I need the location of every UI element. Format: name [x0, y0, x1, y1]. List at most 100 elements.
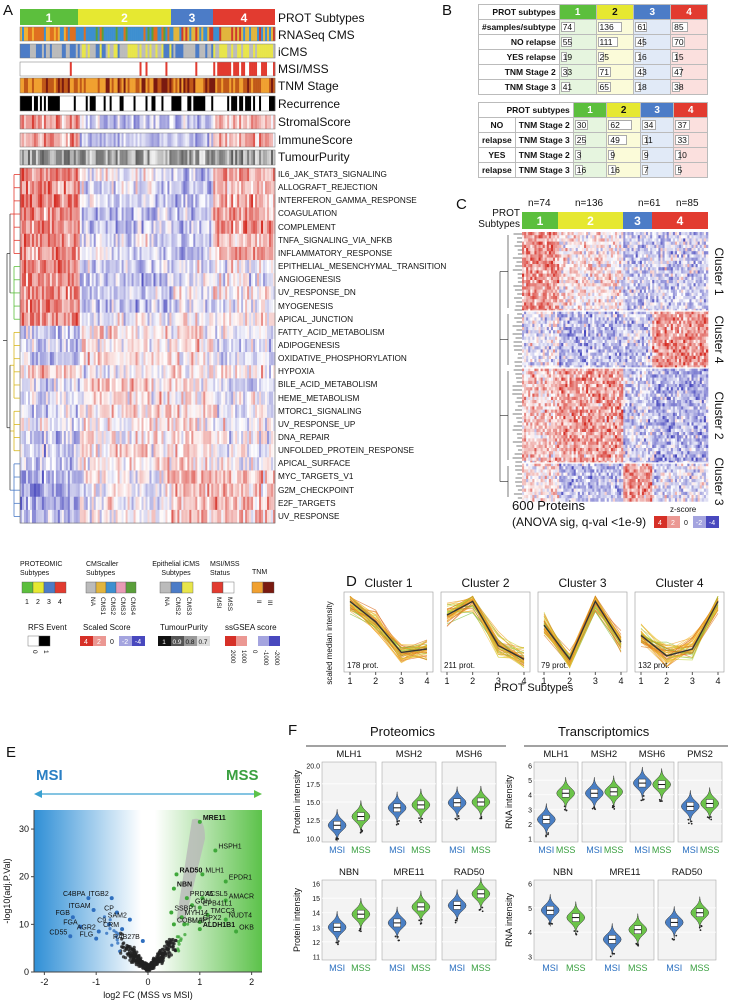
strip-cell: [247, 133, 250, 147]
strip-cell: [267, 78, 270, 93]
table-subtype-header: 3: [639, 102, 675, 118]
heatmap-cell: [207, 207, 210, 221]
strip-cell: [81, 27, 85, 41]
heatmap-cell: [687, 232, 690, 236]
heatmap-cell: [121, 168, 124, 182]
heatmap-cell: [83, 312, 87, 327]
heatmap-cell: [269, 417, 272, 432]
heatmap-cell: [522, 235, 525, 239]
strip-cell: [115, 27, 118, 41]
strip-cell: [263, 44, 266, 58]
heatmap-cell: [205, 260, 208, 274]
heatmap-cell: [155, 273, 158, 287]
heatmap-cell: [47, 181, 51, 195]
heatmap-cell: [97, 496, 100, 511]
heatmap-cell: [641, 232, 645, 236]
heatmap-cell: [95, 338, 98, 353]
table-value-bar: [641, 120, 656, 130]
heatmap-cell: [211, 404, 214, 419]
strip-cell: [233, 44, 236, 58]
heatmap-cell: [165, 168, 168, 182]
heatmap-cell: [257, 457, 260, 471]
heatmap-cell: [205, 246, 208, 261]
strip-cell: [201, 78, 204, 93]
heatmap-cell: [169, 286, 172, 300]
heatmap-cell: [67, 299, 71, 313]
table-cell: 49: [606, 132, 641, 148]
heatmap-cell: [115, 246, 118, 261]
heatmap-cell: [223, 286, 226, 300]
strip-cell: [129, 96, 132, 111]
heatmap-cell: [115, 431, 118, 445]
heatmap-cell: [227, 273, 230, 287]
heatmap-cell: [227, 233, 230, 248]
heatmap-cell: [201, 168, 204, 182]
heatmap-cell: [147, 286, 150, 300]
pathway-label: APICAL_SURFACE: [278, 459, 351, 469]
strip-cell: [165, 150, 168, 165]
heatmap-cell: [129, 299, 132, 313]
heatmap-cell: [75, 273, 79, 287]
subtype-bar-segment: [213, 9, 275, 25]
legend-proteomic-tick: 1: [25, 599, 29, 606]
strip-cell: [223, 44, 226, 58]
heatmap-cell: [75, 233, 79, 248]
heatmap-cell: [57, 325, 61, 340]
legend-proteomic-tick: 3: [47, 599, 51, 606]
heatmap-cell: [169, 404, 172, 419]
heatmap-cell: [173, 338, 176, 353]
heatmap-cell: [203, 444, 206, 458]
heatmap-cell: [255, 352, 258, 366]
heatmap-cell: [137, 286, 140, 300]
strip-cell: [63, 78, 67, 93]
heatmap-cell: [89, 509, 93, 524]
strip-cell: [85, 133, 89, 147]
heatmap-cell: [251, 470, 254, 484]
heatmap-cell: [27, 181, 31, 195]
strip-cell: [125, 115, 128, 129]
heatmap-cell: [257, 431, 260, 445]
heatmap-cell: [129, 246, 132, 261]
heatmap-cell: [263, 404, 266, 419]
heatmap-cell: [199, 181, 202, 195]
strip-cell: [217, 44, 220, 58]
heatmap-cell: [29, 417, 33, 432]
heatmap-cell: [45, 404, 49, 419]
heatmap-cell: [123, 444, 126, 458]
heatmap-cell: [679, 232, 682, 236]
strip-cell: [225, 133, 228, 147]
heatmap-cell: [79, 417, 83, 432]
heatmap-cell: [21, 246, 25, 261]
strip-cell: [181, 62, 184, 76]
heatmap-cell: [267, 338, 270, 353]
heatmap-cell: [167, 299, 170, 313]
strip-cell: [213, 133, 216, 147]
heatmap-cell: [546, 235, 550, 239]
heatmap-cell: [29, 260, 33, 274]
strip-cell: [239, 27, 242, 41]
table-value: 111: [599, 37, 613, 47]
heatmap-cell: [169, 483, 172, 498]
heatmap-cell: [43, 181, 47, 195]
heatmap-cell: [249, 325, 252, 340]
heatmap-cell: [267, 286, 270, 300]
heatmap-cell: [203, 273, 206, 287]
heatmap-cell: [191, 509, 194, 524]
heatmap-cell: [23, 325, 27, 340]
heatmap-cell: [237, 352, 240, 366]
tnm-strip: [20, 78, 276, 93]
heatmap-cell: [261, 260, 264, 274]
heatmap-cell: [51, 483, 55, 498]
heatmap-cell: [79, 246, 83, 261]
table-value: 62: [610, 120, 620, 130]
heatmap-cell: [137, 312, 140, 327]
heatmap-cell: [227, 168, 230, 182]
heatmap-cell: [197, 378, 200, 392]
heatmap-cell: [161, 431, 164, 445]
heatmap-cell: [83, 470, 87, 484]
heatmap-cell: [191, 181, 194, 195]
heatmap-cell: [73, 338, 77, 353]
heatmap-cell: [57, 168, 61, 182]
heatmap-cell: [209, 207, 212, 221]
heatmap-cell: [29, 299, 33, 313]
